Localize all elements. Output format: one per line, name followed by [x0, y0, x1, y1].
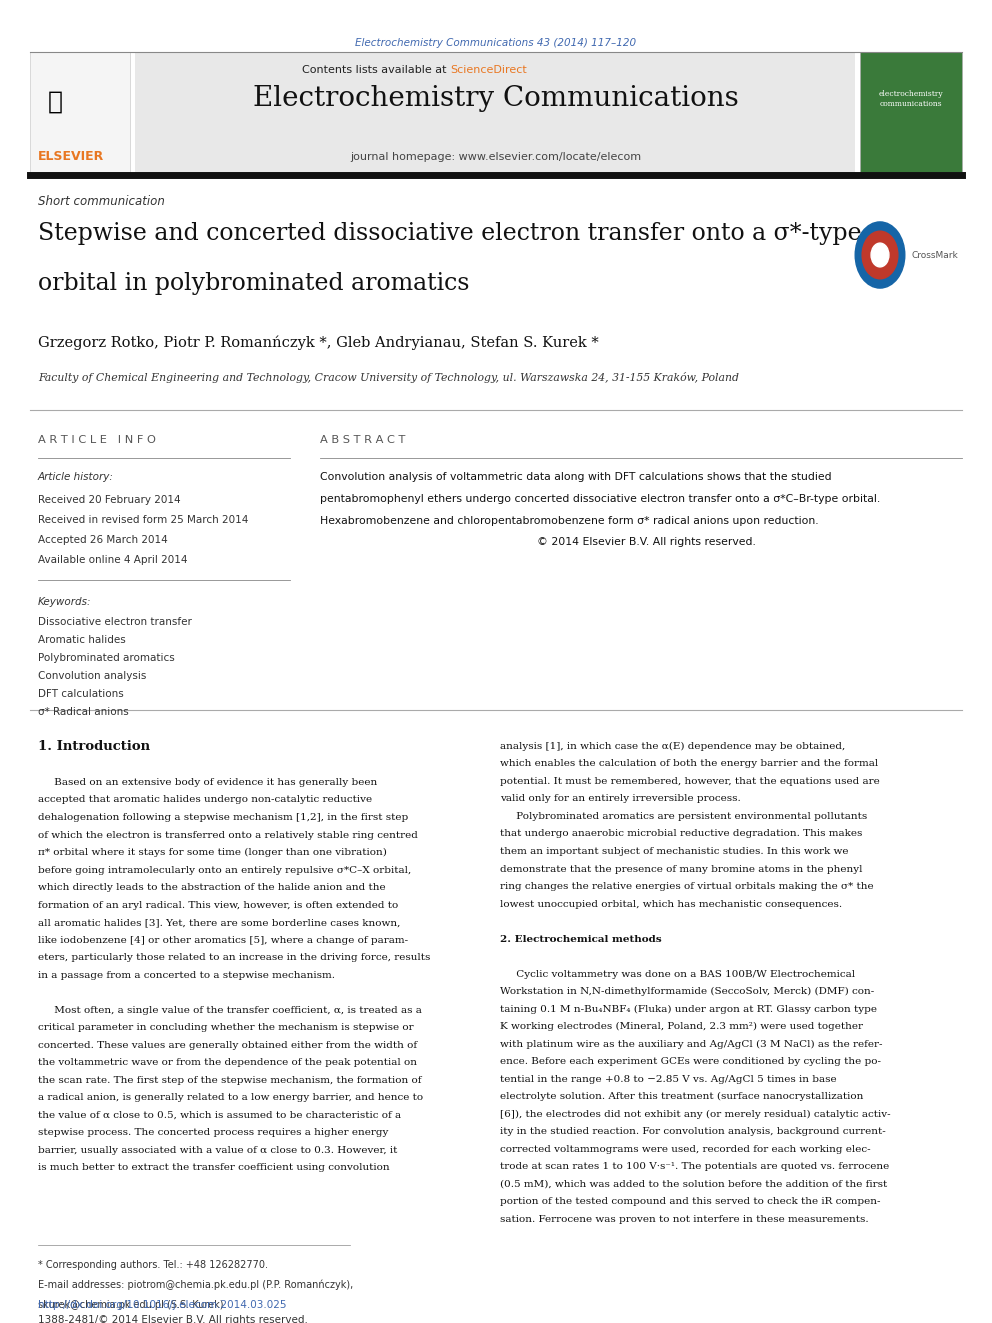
Text: Received in revised form 25 March 2014: Received in revised form 25 March 2014 [38, 515, 248, 525]
Text: in a passage from a concerted to a stepwise mechanism.: in a passage from a concerted to a stepw… [38, 971, 335, 979]
Text: Aromatic halides: Aromatic halides [38, 635, 126, 646]
Text: them an important subject of mechanistic studies. In this work we: them an important subject of mechanistic… [500, 847, 848, 856]
Text: © 2014 Elsevier B.V. All rights reserved.: © 2014 Elsevier B.V. All rights reserved… [320, 537, 756, 548]
Text: corrected voltammograms were used, recorded for each working elec-: corrected voltammograms were used, recor… [500, 1144, 871, 1154]
Text: π* orbital where it stays for some time (longer than one vibration): π* orbital where it stays for some time … [38, 848, 387, 857]
Text: Available online 4 April 2014: Available online 4 April 2014 [38, 556, 187, 565]
Bar [135, 52, 855, 172]
Text: barrier, usually associated with a value of α close to 0.3. However, it: barrier, usually associated with a value… [38, 1146, 398, 1155]
Text: Electrochemistry Communications: Electrochemistry Communications [253, 85, 739, 112]
Text: concerted. These values are generally obtained either from the width of: concerted. These values are generally ob… [38, 1040, 417, 1049]
Text: Dissociative electron transfer: Dissociative electron transfer [38, 617, 191, 627]
Text: 1388-2481/© 2014 Elsevier B.V. All rights reserved.: 1388-2481/© 2014 Elsevier B.V. All right… [38, 1315, 308, 1323]
Text: of which the electron is transferred onto a relatively stable ring centred: of which the electron is transferred ont… [38, 831, 418, 840]
Text: A R T I C L E   I N F O: A R T I C L E I N F O [38, 435, 156, 445]
Text: CrossMark: CrossMark [912, 250, 958, 259]
Text: A B S T R A C T: A B S T R A C T [320, 435, 406, 445]
Text: 🌳: 🌳 [48, 90, 62, 114]
Text: analysis [1], in which case the α(E) dependence may be obtained,: analysis [1], in which case the α(E) dep… [500, 742, 845, 751]
Circle shape [871, 243, 889, 267]
Text: Workstation in N,N-dimethylformamide (SeccoSolv, Merck) (DMF) con-: Workstation in N,N-dimethylformamide (Se… [500, 987, 874, 996]
Text: Electrochemistry Communications 43 (2014) 117–120: Electrochemistry Communications 43 (2014… [355, 38, 637, 48]
Text: dehalogenation following a stepwise mechanism [1,2], in the first step: dehalogenation following a stepwise mech… [38, 814, 409, 822]
Text: DFT calculations: DFT calculations [38, 689, 124, 699]
Text: the scan rate. The first step of the stepwise mechanism, the formation of: the scan rate. The first step of the ste… [38, 1076, 422, 1085]
Text: portion of the tested compound and this served to check the iR compen-: portion of the tested compound and this … [500, 1197, 881, 1207]
Text: like iodobenzene [4] or other aromatics [5], where a change of param-: like iodobenzene [4] or other aromatics … [38, 935, 408, 945]
Text: sation. Ferrocene was proven to not interfere in these measurements.: sation. Ferrocene was proven to not inte… [500, 1215, 869, 1224]
Text: pentabromophenyl ethers undergo concerted dissociative electron transfer onto a : pentabromophenyl ethers undergo concerte… [320, 493, 880, 504]
Text: Most often, a single value of the transfer coefficient, α, is treated as a: Most often, a single value of the transf… [38, 1005, 422, 1015]
Text: demonstrate that the presence of many bromine atoms in the phenyl: demonstrate that the presence of many br… [500, 864, 862, 873]
Text: Keywords:: Keywords: [38, 597, 91, 607]
Text: Convolution analysis of voltammetric data along with DFT calculations shows that: Convolution analysis of voltammetric dat… [320, 472, 831, 482]
Text: potential. It must be remembered, however, that the equations used are: potential. It must be remembered, howeve… [500, 777, 880, 786]
Text: Based on an extensive body of evidence it has generally been: Based on an extensive body of evidence i… [38, 778, 377, 787]
Text: Grzegorz Rotko, Piotr P. Romanńczyk *, Gleb Andryianau, Stefan S. Kurek *: Grzegorz Rotko, Piotr P. Romanńczyk *, G… [38, 335, 599, 349]
Text: * Corresponding authors. Tel.: +48 126282770.: * Corresponding authors. Tel.: +48 12628… [38, 1259, 268, 1270]
Text: Contents lists available at: Contents lists available at [302, 65, 450, 75]
Text: ScienceDirect: ScienceDirect [450, 65, 527, 75]
Text: accepted that aromatic halides undergo non-catalytic reductive: accepted that aromatic halides undergo n… [38, 795, 372, 804]
Text: Polybrominated aromatics are persistent environmental pollutants: Polybrominated aromatics are persistent … [500, 812, 867, 822]
Text: http://dx.doi.org/10.1016/j.elecom.2014.03.025: http://dx.doi.org/10.1016/j.elecom.2014.… [38, 1301, 287, 1310]
Text: Short communication: Short communication [38, 194, 165, 208]
Text: 1. Introduction: 1. Introduction [38, 740, 150, 753]
Text: ence. Before each experiment GCEs were conditioned by cycling the po-: ence. Before each experiment GCEs were c… [500, 1057, 881, 1066]
Text: which directly leads to the abstraction of the halide anion and the: which directly leads to the abstraction … [38, 882, 386, 892]
Text: E-mail addresses: piotrom@chemia.pk.edu.pl (P.P. Romanńczyk),: E-mail addresses: piotrom@chemia.pk.edu.… [38, 1279, 353, 1290]
Bar [30, 52, 130, 172]
Text: 2. Electrochemical methods: 2. Electrochemical methods [500, 934, 662, 943]
Text: σ* Radical anions: σ* Radical anions [38, 706, 129, 717]
Text: formation of an aryl radical. This view, however, is often extended to: formation of an aryl radical. This view,… [38, 901, 398, 909]
Text: Stepwise and concerted dissociative electron transfer onto a σ*-type: Stepwise and concerted dissociative elec… [38, 222, 862, 245]
Text: a radical anion, is generally related to a low energy barrier, and hence to: a radical anion, is generally related to… [38, 1093, 424, 1102]
Text: ring changes the relative energies of virtual orbitals making the σ* the: ring changes the relative energies of vi… [500, 882, 874, 890]
Text: Cyclic voltammetry was done on a BAS 100B/W Electrochemical: Cyclic voltammetry was done on a BAS 100… [500, 970, 855, 979]
Text: ity in the studied reaction. For convolution analysis, background current-: ity in the studied reaction. For convolu… [500, 1127, 886, 1136]
Text: Received 20 February 2014: Received 20 February 2014 [38, 495, 181, 505]
Text: the voltammetric wave or from the dependence of the peak potential on: the voltammetric wave or from the depend… [38, 1058, 417, 1068]
Circle shape [862, 232, 898, 279]
Text: critical parameter in concluding whether the mechanism is stepwise or: critical parameter in concluding whether… [38, 1023, 414, 1032]
Text: K working electrodes (Mineral, Poland, 2.3 mm²) were used together: K working electrodes (Mineral, Poland, 2… [500, 1021, 863, 1031]
Text: stepwise process. The concerted process requires a higher energy: stepwise process. The concerted process … [38, 1129, 389, 1136]
Text: is much better to extract the transfer coefficient using convolution: is much better to extract the transfer c… [38, 1163, 390, 1172]
Text: Convolution analysis: Convolution analysis [38, 671, 147, 681]
Text: eters, particularly those related to an increase in the driving force, results: eters, particularly those related to an … [38, 953, 431, 962]
Text: trode at scan rates 1 to 100 V·s⁻¹. The potentials are quoted vs. ferrocene: trode at scan rates 1 to 100 V·s⁻¹. The … [500, 1162, 889, 1171]
Text: Article history:: Article history: [38, 472, 114, 482]
Text: taining 0.1 M n-Bu₄NBF₄ (Fluka) under argon at RT. Glassy carbon type: taining 0.1 M n-Bu₄NBF₄ (Fluka) under ar… [500, 1004, 877, 1013]
Text: all aromatic halides [3]. Yet, there are some borderline cases known,: all aromatic halides [3]. Yet, there are… [38, 918, 401, 927]
Text: Polybrominated aromatics: Polybrominated aromatics [38, 654, 175, 663]
Text: journal homepage: www.elsevier.com/locate/elecom: journal homepage: www.elsevier.com/locat… [350, 152, 642, 161]
Text: lowest unoccupied orbital, which has mechanistic consequences.: lowest unoccupied orbital, which has mec… [500, 900, 842, 909]
Text: with platinum wire as the auxiliary and Ag/AgCl (3 M NaCl) as the refer-: with platinum wire as the auxiliary and … [500, 1040, 883, 1049]
Text: before going intramolecularly onto an entirely repulsive σ*C–X orbital,: before going intramolecularly onto an en… [38, 865, 412, 875]
Text: Accepted 26 March 2014: Accepted 26 March 2014 [38, 534, 168, 545]
Text: electrochemistry
communications: electrochemistry communications [879, 90, 943, 107]
Text: skurek@chemia.pk.edu.pl (S.S. Kurek).: skurek@chemia.pk.edu.pl (S.S. Kurek). [38, 1301, 226, 1310]
Text: Hexabromobenzene and chloropentabromobenzene form σ* radical anions upon reducti: Hexabromobenzene and chloropentabromoben… [320, 516, 818, 525]
Bar [860, 52, 962, 172]
Text: [6]), the electrodes did not exhibit any (or merely residual) catalytic activ-: [6]), the electrodes did not exhibit any… [500, 1110, 891, 1119]
Text: which enables the calculation of both the energy barrier and the formal: which enables the calculation of both th… [500, 759, 878, 769]
Text: orbital in polybrominated aromatics: orbital in polybrominated aromatics [38, 273, 469, 295]
Text: valid only for an entirely irreversible process.: valid only for an entirely irreversible … [500, 795, 741, 803]
Text: Faculty of Chemical Engineering and Technology, Cracow University of Technology,: Faculty of Chemical Engineering and Tech… [38, 372, 739, 382]
Text: the value of α close to 0.5, which is assumed to be characteristic of a: the value of α close to 0.5, which is as… [38, 1110, 401, 1119]
Text: electrolyte solution. After this treatment (surface nanocrystallization: electrolyte solution. After this treatme… [500, 1091, 863, 1101]
Text: tential in the range +0.8 to −2.85 V vs. Ag/AgCl 5 times in base: tential in the range +0.8 to −2.85 V vs.… [500, 1074, 836, 1084]
Text: ELSEVIER: ELSEVIER [38, 149, 104, 163]
Text: that undergo anaerobic microbial reductive degradation. This makes: that undergo anaerobic microbial reducti… [500, 830, 862, 839]
Circle shape [855, 222, 905, 288]
Text: (0.5 mM), which was added to the solution before the addition of the first: (0.5 mM), which was added to the solutio… [500, 1180, 887, 1188]
